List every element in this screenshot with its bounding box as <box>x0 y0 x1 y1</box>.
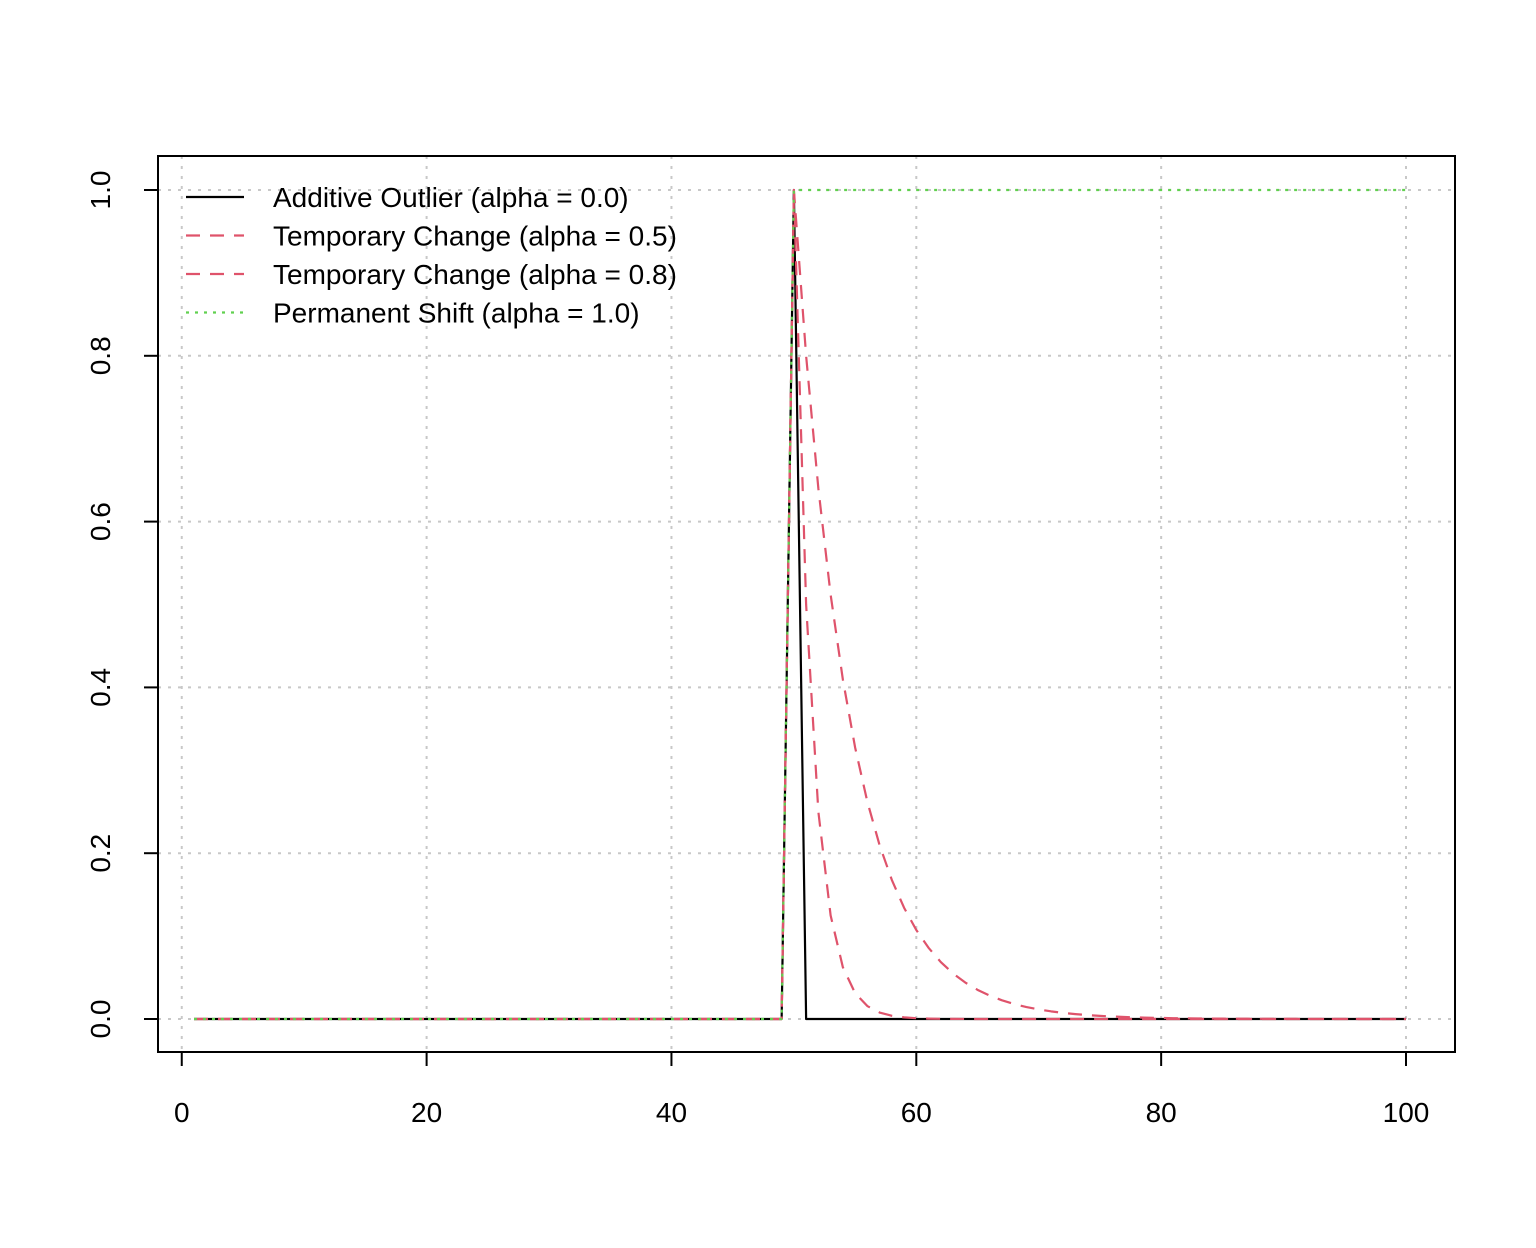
x-tick-label: 40 <box>656 1097 687 1128</box>
y-tick-label: 0.8 <box>85 336 116 375</box>
x-tick-label: 20 <box>411 1097 442 1128</box>
x-tick-label: 60 <box>901 1097 932 1128</box>
y-tick-label: 0.6 <box>85 502 116 541</box>
y-tick-label: 1.0 <box>85 171 116 210</box>
legend-label: Temporary Change (alpha = 0.5) <box>273 221 677 252</box>
x-tick-label: 0 <box>174 1097 190 1128</box>
legend-label: Permanent Shift (alpha = 1.0) <box>273 298 640 329</box>
legend-label: Additive Outlier (alpha = 0.0) <box>273 182 629 213</box>
legend: Additive Outlier (alpha = 0.0) Temporary … <box>186 182 677 329</box>
y-tick-label: 0.0 <box>85 1000 116 1039</box>
series-line-3 <box>194 188 1406 1021</box>
axes: 0 20 40 60 80 100 0.0 0.2 0.4 0.6 0.8 1.0 <box>85 171 1429 1128</box>
x-tick-label: 80 <box>1146 1097 1177 1128</box>
y-tick-label: 0.4 <box>85 668 116 707</box>
series-lines <box>194 188 1406 1021</box>
legend-label: Temporary Change (alpha = 0.8) <box>273 259 677 290</box>
series-line-4 <box>194 188 1406 1021</box>
y-tick-label: 0.2 <box>85 834 116 873</box>
x-tick-label: 100 <box>1383 1097 1430 1128</box>
